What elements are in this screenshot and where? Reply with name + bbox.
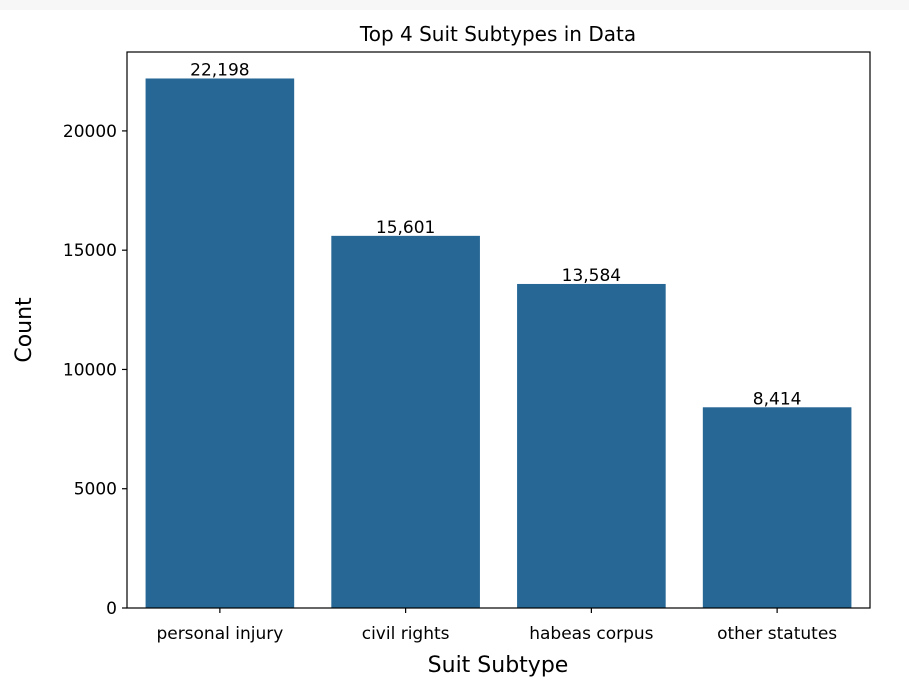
x-tick-label-1: civil rights xyxy=(362,624,450,644)
data-labels-group: 22,198 15,601 13,584 8,414 xyxy=(190,60,801,409)
y-tick-label-3: 15000 xyxy=(63,241,117,261)
bar-value-label-0: 22,198 xyxy=(190,60,249,80)
bar-3 xyxy=(702,407,852,608)
chart-title: Top 4 Suit Subtypes in Data xyxy=(359,22,636,46)
x-tick-label-2: habeas corpus xyxy=(529,624,653,644)
window-top-strip xyxy=(0,0,909,10)
plot-frame xyxy=(126,51,871,609)
y-tick-label-2: 10000 xyxy=(63,360,117,380)
x-tick-label-3: other statutes xyxy=(717,624,837,644)
bar-value-label-3: 8,414 xyxy=(753,389,802,409)
y-tick-label-1: 5000 xyxy=(74,480,117,500)
bar-value-label-2: 13,584 xyxy=(562,266,621,286)
y-axis-label: Count xyxy=(12,297,37,363)
bar-2 xyxy=(517,283,666,608)
x-tick-label-0: personal injury xyxy=(156,624,283,644)
x-axis: personal injury civil rights habeas corpus… xyxy=(156,608,837,644)
x-axis-label: Suit Subtype xyxy=(428,653,569,678)
y-axis: 0 5000 10000 15000 20000 xyxy=(63,122,127,619)
bar-1 xyxy=(331,235,480,608)
bars-group xyxy=(145,78,852,609)
y-tick-label-0: 0 xyxy=(106,599,117,619)
bar-0 xyxy=(145,78,295,609)
bar-value-label-1: 15,601 xyxy=(376,218,435,238)
y-tick-label-4: 20000 xyxy=(63,122,117,142)
